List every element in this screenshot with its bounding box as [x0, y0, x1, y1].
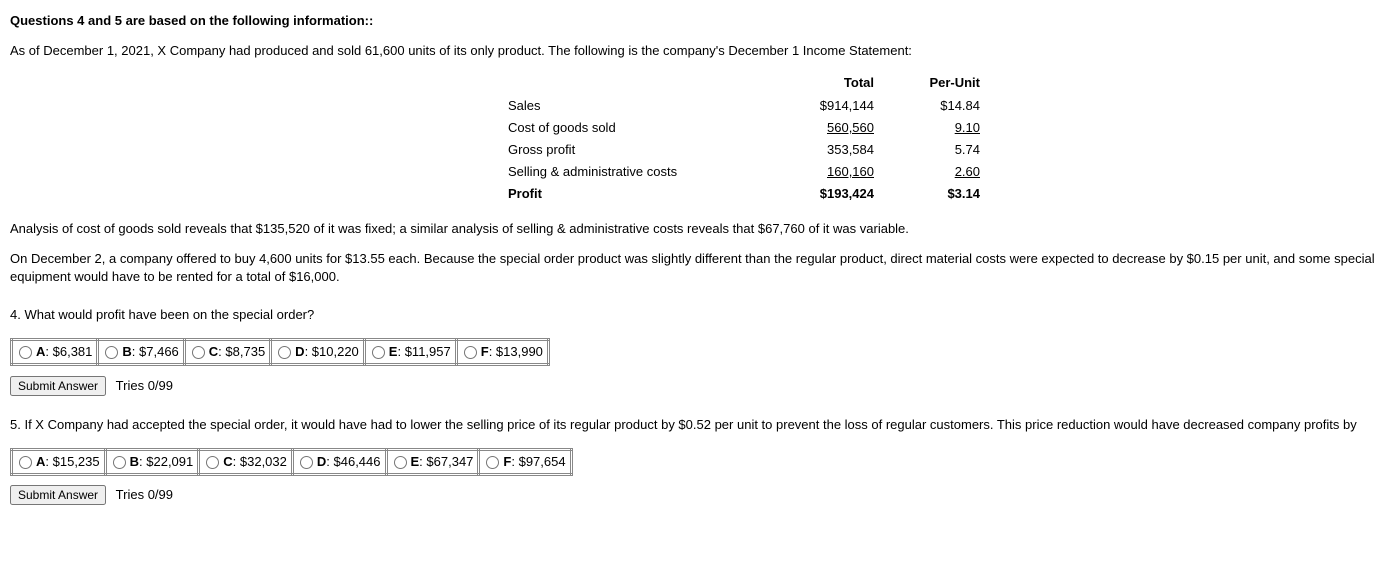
radio-icon[interactable] — [372, 346, 385, 359]
row-total: $914,144 — [756, 95, 882, 117]
analysis-text-1: Analysis of cost of goods sold reveals t… — [10, 220, 1389, 238]
col-header-label — [500, 72, 756, 94]
radio-icon[interactable] — [105, 346, 118, 359]
q5-options: A: $15,235 B: $22,091 C: $32,032 D: $46,… — [10, 448, 573, 476]
row-per-unit: 2.60 — [882, 161, 988, 183]
row-per-unit: $3.14 — [882, 183, 988, 205]
q4-submit-button[interactable]: Submit Answer — [10, 376, 106, 396]
row-per-unit: 9.10 — [882, 117, 988, 139]
radio-icon[interactable] — [464, 346, 477, 359]
row-label: Selling & administrative costs — [500, 161, 756, 183]
analysis-text-2: On December 2, a company offered to buy … — [10, 250, 1389, 286]
radio-icon[interactable] — [206, 456, 219, 469]
row-label: Profit — [500, 183, 756, 205]
row-total: 353,584 — [756, 139, 882, 161]
section-header: Questions 4 and 5 are based on the follo… — [10, 12, 1389, 30]
table-row: Cost of goods sold 560,560 9.10 — [500, 117, 988, 139]
radio-icon[interactable] — [278, 346, 291, 359]
q5-submit-button[interactable]: Submit Answer — [10, 485, 106, 505]
row-per-unit: $14.84 — [882, 95, 988, 117]
q4-options: A: $6,381 B: $7,466 C: $8,735 D: $10,220… — [10, 338, 550, 366]
q4-option-e[interactable]: E: $11,957 — [364, 340, 456, 365]
table-row: Sales $914,144 $14.84 — [500, 95, 988, 117]
q5-option-f[interactable]: F: $97,654 — [479, 449, 571, 474]
q5-option-e[interactable]: E: $67,347 — [386, 449, 479, 474]
q4-option-f[interactable]: F: $13,990 — [456, 340, 548, 365]
row-total: $193,424 — [756, 183, 882, 205]
row-label: Gross profit — [500, 139, 756, 161]
q4-prompt: 4. What would profit have been on the sp… — [10, 306, 1389, 324]
q5-option-a[interactable]: A: $15,235 — [12, 449, 106, 474]
q5-option-c[interactable]: C: $32,032 — [199, 449, 293, 474]
row-per-unit: 5.74 — [882, 139, 988, 161]
q5-prompt: 5. If X Company had accepted the special… — [10, 416, 1389, 434]
question-4: 4. What would profit have been on the sp… — [10, 306, 1389, 396]
q4-option-c[interactable]: C: $8,735 — [184, 340, 270, 365]
row-total: 160,160 — [756, 161, 882, 183]
row-total: 560,560 — [756, 117, 882, 139]
col-header-total: Total — [756, 72, 882, 94]
q5-option-b[interactable]: B: $22,091 — [105, 449, 199, 474]
q4-option-d[interactable]: D: $10,220 — [271, 340, 365, 365]
row-label: Cost of goods sold — [500, 117, 756, 139]
intro-text: As of December 1, 2021, X Company had pr… — [10, 42, 1389, 60]
radio-icon[interactable] — [394, 456, 407, 469]
question-5: 5. If X Company had accepted the special… — [10, 416, 1389, 506]
q5-tries: Tries 0/99 — [116, 487, 173, 502]
q4-option-a[interactable]: A: $6,381 — [12, 340, 98, 365]
q4-option-b[interactable]: B: $7,466 — [98, 340, 184, 365]
radio-icon[interactable] — [19, 456, 32, 469]
radio-icon[interactable] — [113, 456, 126, 469]
table-row: Profit $193,424 $3.14 — [500, 183, 988, 205]
row-label: Sales — [500, 95, 756, 117]
radio-icon[interactable] — [486, 456, 499, 469]
radio-icon[interactable] — [192, 346, 205, 359]
radio-icon[interactable] — [19, 346, 32, 359]
table-row: Gross profit 353,584 5.74 — [500, 139, 988, 161]
col-header-per-unit: Per-Unit — [882, 72, 988, 94]
table-row: Selling & administrative costs 160,160 2… — [500, 161, 988, 183]
q4-tries: Tries 0/99 — [116, 378, 173, 393]
radio-icon[interactable] — [300, 456, 313, 469]
q5-option-d[interactable]: D: $46,446 — [292, 449, 386, 474]
income-statement-table: Total Per-Unit Sales $914,144 $14.84 Cos… — [500, 72, 988, 205]
